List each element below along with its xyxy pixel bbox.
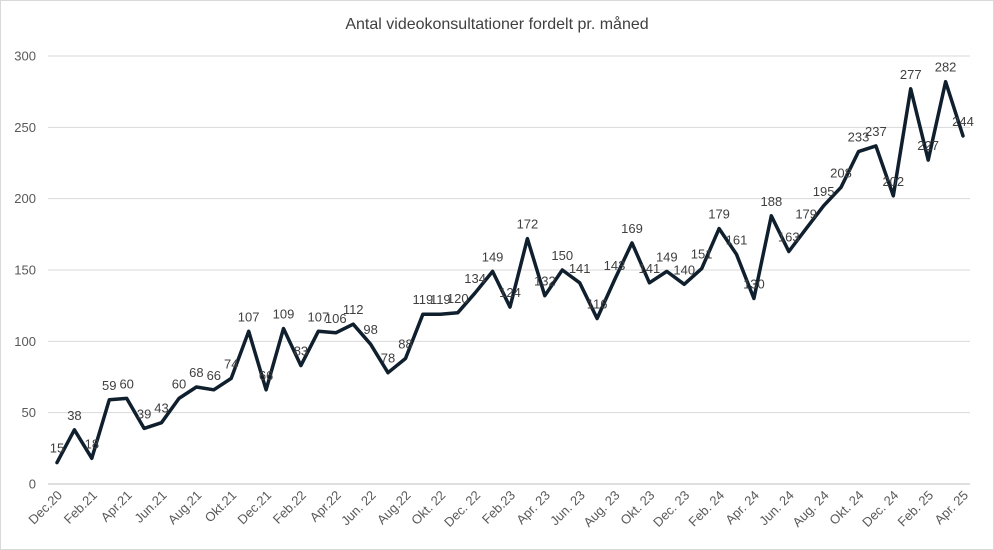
data-label: 149 — [482, 249, 504, 264]
data-label: 134 — [464, 271, 486, 286]
data-label: 116 — [587, 297, 608, 312]
data-label: 163 — [778, 229, 800, 244]
data-label: 141 — [569, 261, 591, 276]
x-tick-label: Aug.21 — [165, 488, 205, 528]
data-label: 18 — [85, 436, 99, 451]
data-label: 150 — [551, 248, 573, 263]
data-label: 98 — [363, 322, 377, 337]
data-label: 60 — [172, 376, 186, 391]
data-label: 233 — [848, 130, 870, 145]
data-label: 169 — [621, 221, 643, 236]
data-label: 38 — [67, 408, 81, 423]
data-label: 172 — [517, 217, 539, 232]
data-label: 124 — [499, 285, 521, 300]
x-tick-label: Feb.21 — [61, 488, 100, 527]
data-label: 141 — [639, 261, 661, 276]
data-label: 120 — [447, 291, 469, 306]
series-line — [55, 79, 965, 465]
data-label: 60 — [119, 376, 133, 391]
data-label: 106 — [325, 311, 347, 326]
data-label: 39 — [137, 406, 151, 421]
data-label: 109 — [273, 306, 295, 321]
x-tick-label: Dec.21 — [234, 488, 274, 528]
x-tick-label: Feb.22 — [270, 488, 309, 527]
data-label: 68 — [189, 365, 203, 380]
data-label: 208 — [830, 165, 852, 180]
data-label: 179 — [795, 207, 817, 222]
x-tick-label: Jun. 23 — [547, 488, 588, 529]
x-tick-label: Aug. 23 — [580, 488, 622, 530]
data-label: 140 — [673, 262, 695, 277]
x-tick-label: Jun. 22 — [338, 488, 379, 529]
data-label: 161 — [726, 232, 748, 247]
data-label: 43 — [154, 401, 168, 416]
data-label: 143 — [604, 258, 626, 273]
x-tick-label: Dec. 22 — [441, 488, 483, 530]
data-label: 132 — [534, 274, 556, 289]
data-label: 112 — [343, 302, 364, 317]
y-tick-label: 250 — [14, 120, 36, 135]
x-tick-label: Aug.22 — [374, 488, 414, 528]
data-label: 107 — [307, 309, 329, 324]
data-label: 15 — [50, 441, 64, 456]
data-label: 277 — [900, 67, 922, 82]
chart-title: Antal videokonsultationer fordelt pr. må… — [345, 16, 649, 33]
x-tick-label: Feb. 25 — [894, 488, 936, 530]
data-label: 149 — [656, 249, 678, 264]
x-tick-label: Jun.21 — [131, 488, 169, 526]
x-tick-label: Apr. 23 — [513, 488, 553, 528]
x-tick-label: Dec. 23 — [650, 488, 692, 530]
data-label: 130 — [743, 277, 765, 292]
x-tick-label: Feb. 24 — [685, 488, 727, 530]
data-label: 66 — [259, 368, 273, 383]
x-tick-label: Aug. 24 — [789, 488, 831, 530]
data-label: 151 — [691, 247, 713, 262]
y-tick-label: 150 — [14, 263, 36, 278]
data-label: 227 — [917, 138, 939, 153]
data-label: 83 — [294, 344, 308, 359]
y-tick-label: 300 — [14, 49, 36, 64]
x-tick-label: Okt.21 — [202, 488, 240, 526]
x-tick-label: Dec. 24 — [859, 488, 901, 530]
data-label: 237 — [865, 124, 887, 139]
y-tick-label: 100 — [14, 334, 36, 349]
x-tick-label: Feb.23 — [479, 488, 518, 527]
data-label: 88 — [398, 336, 412, 351]
data-label: 282 — [935, 60, 957, 75]
y-tick-label: 200 — [14, 191, 36, 206]
data-label: 74 — [224, 356, 238, 371]
data-label: 66 — [207, 368, 221, 383]
data-label: 59 — [102, 378, 116, 393]
y-tick-label: 50 — [22, 405, 36, 420]
x-tick-label: Jun. 24 — [756, 488, 797, 529]
y-tick-label: 0 — [29, 477, 36, 492]
data-label: 188 — [760, 194, 782, 209]
data-label: 78 — [381, 351, 395, 366]
data-label: 202 — [882, 174, 904, 189]
data-label: 195 — [813, 184, 835, 199]
data-label: 119 — [430, 292, 451, 307]
data-label: 107 — [238, 309, 260, 324]
x-tick-label: Apr. 24 — [722, 488, 762, 528]
data-label: 119 — [413, 292, 434, 307]
data-label: 179 — [708, 207, 730, 222]
data-label: 244 — [952, 114, 974, 129]
x-tick-label: Apr. 25 — [931, 488, 971, 528]
x-tick-label: Apr.21 — [98, 488, 135, 525]
x-tick-label: Dec.20 — [25, 488, 65, 528]
